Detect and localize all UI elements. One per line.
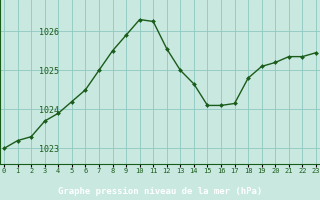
Text: Graphe pression niveau de la mer (hPa): Graphe pression niveau de la mer (hPa) [58,186,262,196]
